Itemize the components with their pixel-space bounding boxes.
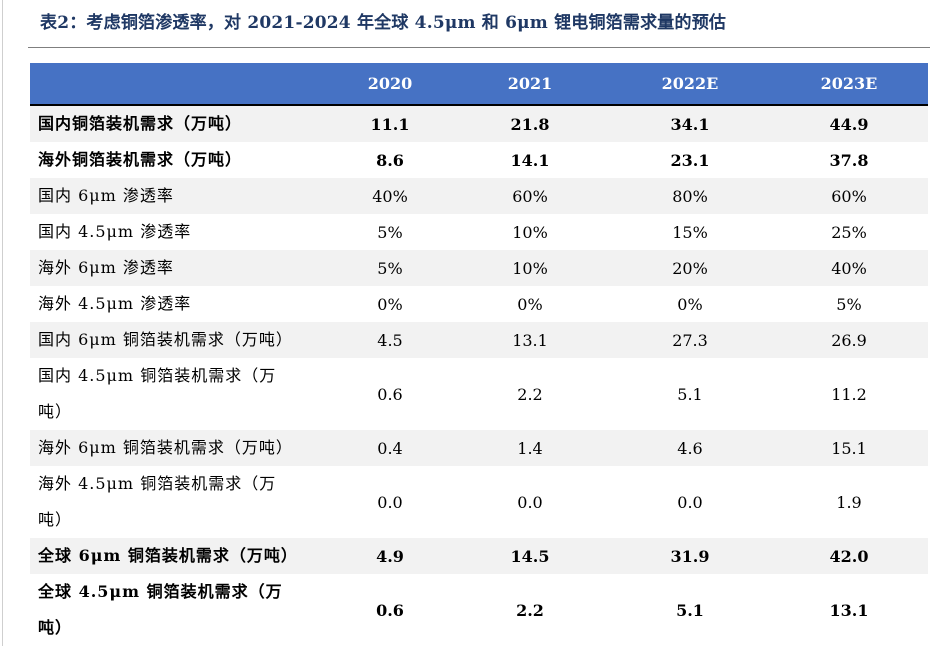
cell-value: 0% (677, 294, 703, 314)
row-label: 全球 6μm 铜箔装机需求（万吨） (38, 546, 298, 565)
header-cell-2023e: 2023E (770, 63, 928, 106)
page-left-border (2, 0, 3, 646)
cell-value: 4.9 (376, 546, 404, 566)
header-cell-2020: 2020 (330, 63, 450, 106)
table-header-row: 2020 2021 2022E 2023E (30, 63, 928, 106)
cell-value: 0% (377, 294, 403, 314)
row-label-line: 吨） (38, 618, 73, 637)
cell-value: 11.2 (831, 384, 867, 404)
row-label: 全球 4.5μm 铜箔装机需求（万 吨） (30, 574, 330, 646)
cell-value: 10% (512, 222, 548, 242)
row-label-line: 全球 4.5μm 铜箔装机需求（万 (38, 582, 283, 601)
cell-value: 0.0 (517, 492, 543, 512)
row-label-line: 国内 4.5μm 铜箔装机需求（万 (38, 366, 277, 385)
cell-value: 25% (831, 222, 867, 242)
row-label-line: 海外 4.5μm 铜箔装机需求（万 (38, 474, 277, 493)
row-label-line: 吨） (38, 402, 73, 421)
header-cell-2021: 2021 (450, 63, 610, 106)
table-row: 国内 4.5μm 渗透率 5% 10% 15% 25% (30, 214, 928, 250)
cell-value: 5.1 (676, 600, 704, 620)
cell-value: 0.6 (377, 384, 403, 404)
cell-value: 80% (672, 186, 708, 206)
cell-value: 34.1 (670, 114, 710, 134)
cell-value: 0% (517, 294, 543, 314)
table-row: 海外铜箔装机需求（万吨） 8.6 14.1 23.1 37.8 (30, 142, 928, 178)
cell-value: 0.4 (377, 438, 403, 458)
cell-value: 2.2 (516, 600, 544, 620)
cell-value: 13.1 (829, 600, 869, 620)
row-label: 海外铜箔装机需求（万吨） (38, 150, 243, 169)
forecast-table: 2020 2021 2022E 2023E 国内铜箔装机需求（万吨） 11.1 … (30, 63, 928, 646)
table-row: 国内 6μm 渗透率 40% 60% 80% 60% (30, 178, 928, 214)
cell-value: 31.9 (670, 546, 710, 566)
cell-value: 1.4 (517, 438, 543, 458)
row-label: 国内 6μm 渗透率 (38, 186, 174, 205)
cell-value: 0.0 (677, 492, 703, 512)
cell-value: 15.1 (831, 438, 867, 458)
cell-value: 15% (672, 222, 708, 242)
cell-value: 1.9 (836, 492, 862, 512)
table-row: 海外 6μm 铜箔装机需求（万吨） 0.4 1.4 4.6 15.1 (30, 430, 928, 466)
table-row: 国内 4.5μm 铜箔装机需求（万 吨） 0.6 2.2 5.1 11.2 (30, 358, 928, 430)
cell-value: 2.2 (517, 384, 543, 404)
table-row: 全球 6μm 铜箔装机需求（万吨） 4.9 14.5 31.9 42.0 (30, 538, 928, 574)
cell-value: 5% (377, 258, 403, 278)
cell-value: 4.5 (377, 330, 403, 350)
cell-value: 60% (512, 186, 548, 206)
row-label: 国内 6μm 铜箔装机需求（万吨） (38, 330, 293, 349)
cell-value: 11.1 (370, 114, 410, 134)
caption-divider (28, 47, 930, 48)
header-cell-blank (30, 63, 330, 106)
cell-value: 20% (672, 258, 708, 278)
row-label: 海外 4.5μm 渗透率 (38, 294, 192, 313)
cell-value: 10% (512, 258, 548, 278)
row-label: 国内 4.5μm 铜箔装机需求（万 吨） (30, 358, 330, 430)
table-row: 全球 4.5μm 铜箔装机需求（万 吨） 0.6 2.2 5.1 13.1 (30, 574, 928, 646)
cell-value: 26.9 (831, 330, 867, 350)
table-caption: 表2：考虑铜箔渗透率，对 2021-2024 年全球 4.5μm 和 6μm 锂… (40, 13, 727, 33)
cell-value: 13.1 (512, 330, 548, 350)
cell-value: 21.8 (510, 114, 550, 134)
cell-value: 8.6 (376, 150, 404, 170)
cell-value: 0.0 (377, 492, 403, 512)
table-row: 海外 4.5μm 渗透率 0% 0% 0% 5% (30, 286, 928, 322)
row-label: 海外 6μm 渗透率 (38, 258, 174, 277)
row-label: 海外 4.5μm 铜箔装机需求（万 吨） (30, 466, 330, 538)
cell-value: 14.5 (510, 546, 550, 566)
cell-value: 0.6 (376, 600, 404, 620)
table-row: 国内 6μm 铜箔装机需求（万吨） 4.5 13.1 27.3 26.9 (30, 322, 928, 358)
cell-value: 5% (377, 222, 403, 242)
cell-value: 5.1 (677, 384, 703, 404)
table-row: 海外 6μm 渗透率 5% 10% 20% 40% (30, 250, 928, 286)
table-row: 国内铜箔装机需求（万吨） 11.1 21.8 34.1 44.9 (30, 105, 928, 142)
cell-value: 37.8 (829, 150, 869, 170)
cell-value: 42.0 (829, 546, 869, 566)
row-label: 海外 6μm 铜箔装机需求（万吨） (38, 438, 293, 457)
row-label-line: 吨） (38, 510, 73, 529)
cell-value: 44.9 (829, 114, 869, 134)
header-cell-2022e: 2022E (610, 63, 770, 106)
cell-value: 23.1 (670, 150, 710, 170)
table-row: 海外 4.5μm 铜箔装机需求（万 吨） 0.0 0.0 0.0 1.9 (30, 466, 928, 538)
cell-value: 27.3 (672, 330, 708, 350)
cell-value: 14.1 (510, 150, 550, 170)
row-label: 国内 4.5μm 渗透率 (38, 222, 192, 241)
cell-value: 4.6 (677, 438, 703, 458)
cell-value: 40% (372, 186, 408, 206)
cell-value: 40% (831, 258, 867, 278)
row-label: 国内铜箔装机需求（万吨） (38, 114, 243, 133)
cell-value: 5% (836, 294, 862, 314)
cell-value: 60% (831, 186, 867, 206)
